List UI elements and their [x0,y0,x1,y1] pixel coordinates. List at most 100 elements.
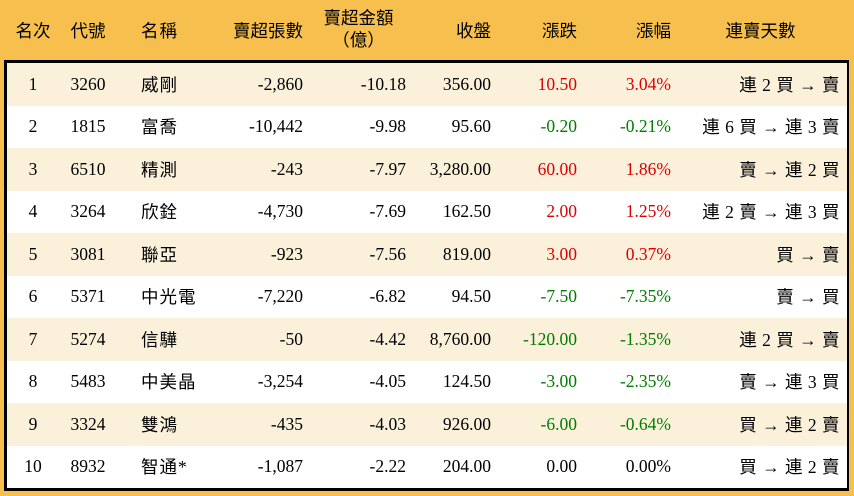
cell-name: 聯亞 [141,244,178,265]
cell-change-pct: 1.25% [625,201,671,222]
cell-rank: 6 [28,286,38,307]
table-row: 6 5371 中光電 -7,220 -6.82 94.50 -7.50 -7.3… [7,275,847,318]
cell-sell-volume: -923 [270,243,303,264]
header-code: 代號 [70,20,106,41]
cell-sell-amount: -7.97 [369,158,406,179]
cell-sell-amount: -9.98 [369,116,406,137]
header-change: 漲跌 [542,20,577,41]
cell-sell-amount: -7.69 [369,201,406,222]
cell-sell-volume: -3,254 [257,371,303,392]
cell-change-pct: -7.35% [619,286,671,307]
cell-close: 124.50 [442,371,491,392]
cell-streak: 連 2 買 → 賣 [739,329,840,350]
cell-change-pct: 1.86% [625,158,671,179]
cell-sell-volume: -50 [279,328,303,349]
cell-close: 204.00 [442,456,491,477]
cell-change: 2.00 [546,201,577,222]
cell-streak: 賣 → 買 [776,287,840,308]
cell-change-pct: -0.21% [619,116,671,137]
cell-code: 3324 [70,413,106,434]
cell-name: 精測 [141,159,178,180]
cell-rank: 3 [28,158,38,179]
cell-close: 8,760.00 [429,328,491,349]
cell-close: 95.60 [451,116,491,137]
cell-change: 60.00 [537,158,577,179]
cell-change: -6.00 [540,413,577,434]
table-row: 4 3264 欣銓 -4,730 -7.69 162.50 2.00 1.25%… [7,190,847,233]
table-row: 9 3324 雙鴻 -435 -4.03 926.00 -6.00 -0.64%… [7,403,847,446]
cell-code: 3264 [70,201,106,222]
cell-sell-amount: -4.42 [369,328,406,349]
cell-change: 10.50 [537,73,577,94]
table-row: 8 5483 中美晶 -3,254 -4.05 124.50 -3.00 -2.… [7,360,847,403]
cell-streak: 連 6 買 → 連 3 賣 [702,117,840,138]
cell-code: 3260 [70,73,106,94]
cell-code: 5274 [70,328,106,349]
cell-code: 3081 [70,243,106,264]
header-streak: 連賣天數 [725,20,796,41]
cell-change-pct: -2.35% [619,371,671,392]
cell-close: 356.00 [442,73,491,94]
header-sell-volume: 賣超張數 [233,20,303,41]
cell-sell-volume: -10,442 [249,116,303,137]
cell-name: 欣銓 [141,202,178,223]
cell-streak: 連 2 買 → 賣 [739,74,840,95]
cell-sell-volume: -4,730 [257,201,303,222]
cell-close: 3,280.00 [429,158,491,179]
cell-rank: 5 [28,243,38,264]
cell-close: 926.00 [442,413,491,434]
table-row: 5 3081 聯亞 -923 -7.56 819.00 3.00 0.37% 買… [7,233,847,276]
table-row: 7 5274 信驊 -50 -4.42 8,760.00 -120.00 -1.… [7,318,847,361]
cell-code: 5371 [70,286,106,307]
cell-change-pct: 0.00% [625,456,671,477]
cell-rank: 2 [28,116,38,137]
cell-name: 威剛 [141,74,178,95]
cell-close: 819.00 [442,243,491,264]
cell-rank: 4 [28,201,38,222]
table-header: 名次 代號 名稱 賣超張數 賣超金額 （億） 收盤 漲跌 漲幅 連賣天數 [0,0,854,60]
cell-rank: 9 [28,413,38,434]
header-sell-amount-line2: （億） [332,30,385,50]
table-body: 1 3260 威剛 -2,860 -10.18 356.00 10.50 3.0… [4,60,849,491]
cell-streak: 買 → 賣 [776,244,840,265]
cell-name: 信驊 [141,329,178,350]
cell-code: 6510 [70,158,106,179]
cell-sell-volume: -243 [270,158,303,179]
cell-code: 1815 [70,116,106,137]
cell-sell-volume: -1,087 [257,456,303,477]
cell-name: 富喬 [141,117,178,138]
header-sell-amount: 賣超金額 （億） [307,8,410,52]
header-name: 名稱 [141,20,178,41]
cell-streak: 賣 → 連 2 買 [739,159,840,180]
cell-streak: 買 → 連 2 賣 [739,457,840,478]
cell-streak: 連 2 賣 → 連 3 買 [702,202,840,223]
cell-change: -120.00 [523,328,577,349]
cell-change: -3.00 [540,371,577,392]
cell-rank: 10 [24,456,42,477]
header-close: 收盤 [456,20,491,41]
cell-change: -7.50 [540,286,577,307]
table-row: 1 3260 威剛 -2,860 -10.18 356.00 10.50 3.0… [7,63,847,106]
cell-rank: 8 [28,371,38,392]
cell-sell-amount: -10.18 [360,73,406,94]
table-row: 3 6510 精測 -243 -7.97 3,280.00 60.00 1.86… [7,148,847,191]
header-sell-amount-line1: 賣超金額 [323,8,394,29]
cell-change: -0.20 [540,116,577,137]
cell-sell-amount: -4.03 [369,413,406,434]
cell-sell-amount: -4.05 [369,371,406,392]
cell-code: 8932 [70,456,106,477]
cell-sell-volume: -2,860 [257,73,303,94]
cell-close: 94.50 [451,286,491,307]
cell-change-pct: 0.37% [625,243,671,264]
cell-streak: 賣 → 連 3 買 [739,372,840,393]
cell-change-pct: -0.64% [619,413,671,434]
cell-code: 5483 [70,371,106,392]
cell-sell-volume: -7,220 [257,286,303,307]
header-change-pct: 漲幅 [636,20,671,41]
header-rank: 名次 [15,20,51,41]
cell-change: 3.00 [546,243,577,264]
cell-name: 雙鴻 [141,414,178,435]
cell-streak: 買 → 連 2 賣 [739,414,840,435]
cell-change-pct: 3.04% [625,73,671,94]
